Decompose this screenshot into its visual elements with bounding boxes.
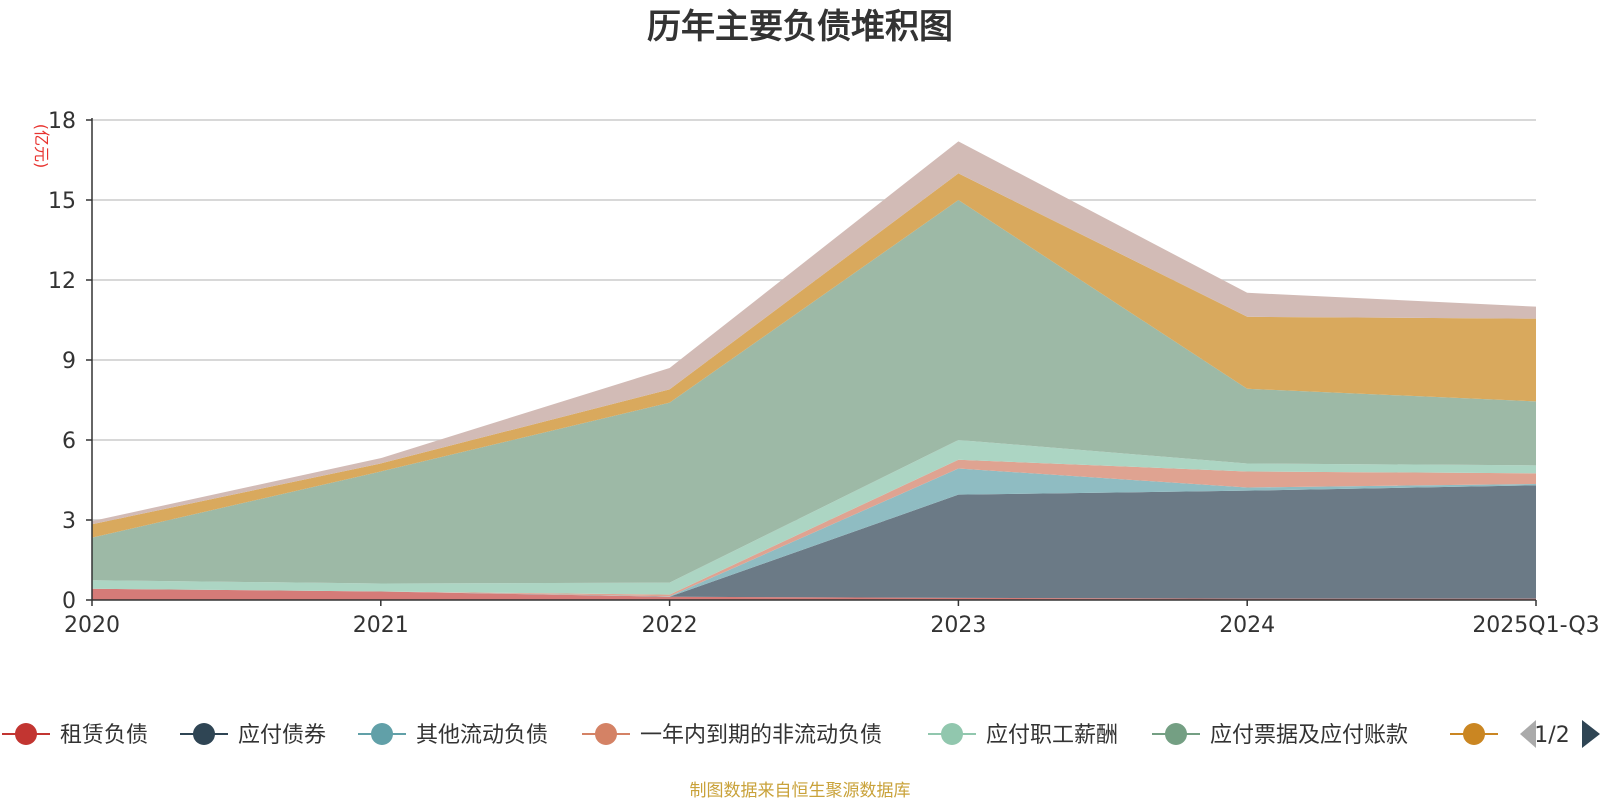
legend-page-indicator: 1/2 <box>1534 723 1569 748</box>
stacked-areas <box>92 141 1536 600</box>
y-tick-label: 12 <box>48 269 76 294</box>
legend-label: 应付债券 <box>238 723 326 748</box>
legend-item[interactable]: 租赁负债 <box>2 723 148 748</box>
y-tick-label: 15 <box>48 189 76 214</box>
area-series-6 <box>92 200 1536 584</box>
y-tick-label: 18 <box>48 109 76 134</box>
legend-label: 应付职工薪酬 <box>986 723 1118 748</box>
y-tick-label: 9 <box>62 349 76 374</box>
legend-item[interactable]: 应付债券 <box>180 723 326 748</box>
area-series-5 <box>92 440 1536 595</box>
chart-title: 历年主要负债堆积图 <box>647 7 953 47</box>
legend-item[interactable]: 一年内到期的非流动负债 <box>582 723 882 748</box>
y-tick-label: 0 <box>62 589 76 614</box>
area-series-2 <box>92 485 1536 599</box>
data-source-note: 制图数据来自恒生聚源数据库 <box>690 781 911 800</box>
x-tick-label: 2025Q1-Q3 <box>1472 613 1599 638</box>
legend[interactable]: 租赁负债 应付债券 其他流动负债 一年内到期的非流动负债 应付职工薪酬 应付票据及应付账款… <box>2 720 1600 748</box>
legend-label: 其他流动负债 <box>416 723 548 748</box>
area-series-4 <box>92 459 1536 597</box>
legend-marker <box>941 723 963 745</box>
x-tick-label: 2020 <box>64 613 120 638</box>
y-tick-label: 3 <box>62 509 76 534</box>
legend-next-page-icon[interactable] <box>1582 720 1600 748</box>
x-tick-label: 2023 <box>930 613 986 638</box>
legend-item[interactable]: 应付票据及应付账款 <box>1152 723 1408 748</box>
axes: 0 3 6 9 12 15 18 2020 2021 2022 2023 2024 2025Q1-Q3 <box>48 109 1600 638</box>
x-tick-label: 2022 <box>642 613 698 638</box>
x-tick-label: 2021 <box>353 613 409 638</box>
legend-label: 应付票据及应付账款 <box>1210 723 1408 748</box>
legend-item[interactable]: 应付职工薪酬 <box>928 723 1118 748</box>
legend-marker <box>15 723 37 745</box>
area-series-1 <box>92 588 1536 600</box>
legend-label: 租赁负债 <box>60 723 148 748</box>
legend-marker <box>371 723 393 745</box>
legend-item[interactable]: 其他流动负债 <box>358 723 548 748</box>
x-tick-label: 2024 <box>1219 613 1275 638</box>
legend-marker <box>595 723 617 745</box>
area-series-7 <box>92 173 1536 538</box>
legend-marker <box>1463 723 1485 745</box>
legend-marker <box>1165 723 1187 745</box>
y-axis-unit: (亿元) <box>32 124 51 169</box>
legend-marker <box>193 723 215 745</box>
legend-item[interactable] <box>1450 723 1498 745</box>
legend-label: 一年内到期的非流动负债 <box>640 723 882 748</box>
legend-prev-page-icon[interactable] <box>1520 720 1536 748</box>
y-tick-label: 6 <box>62 429 76 454</box>
area-series-3 <box>92 468 1536 597</box>
